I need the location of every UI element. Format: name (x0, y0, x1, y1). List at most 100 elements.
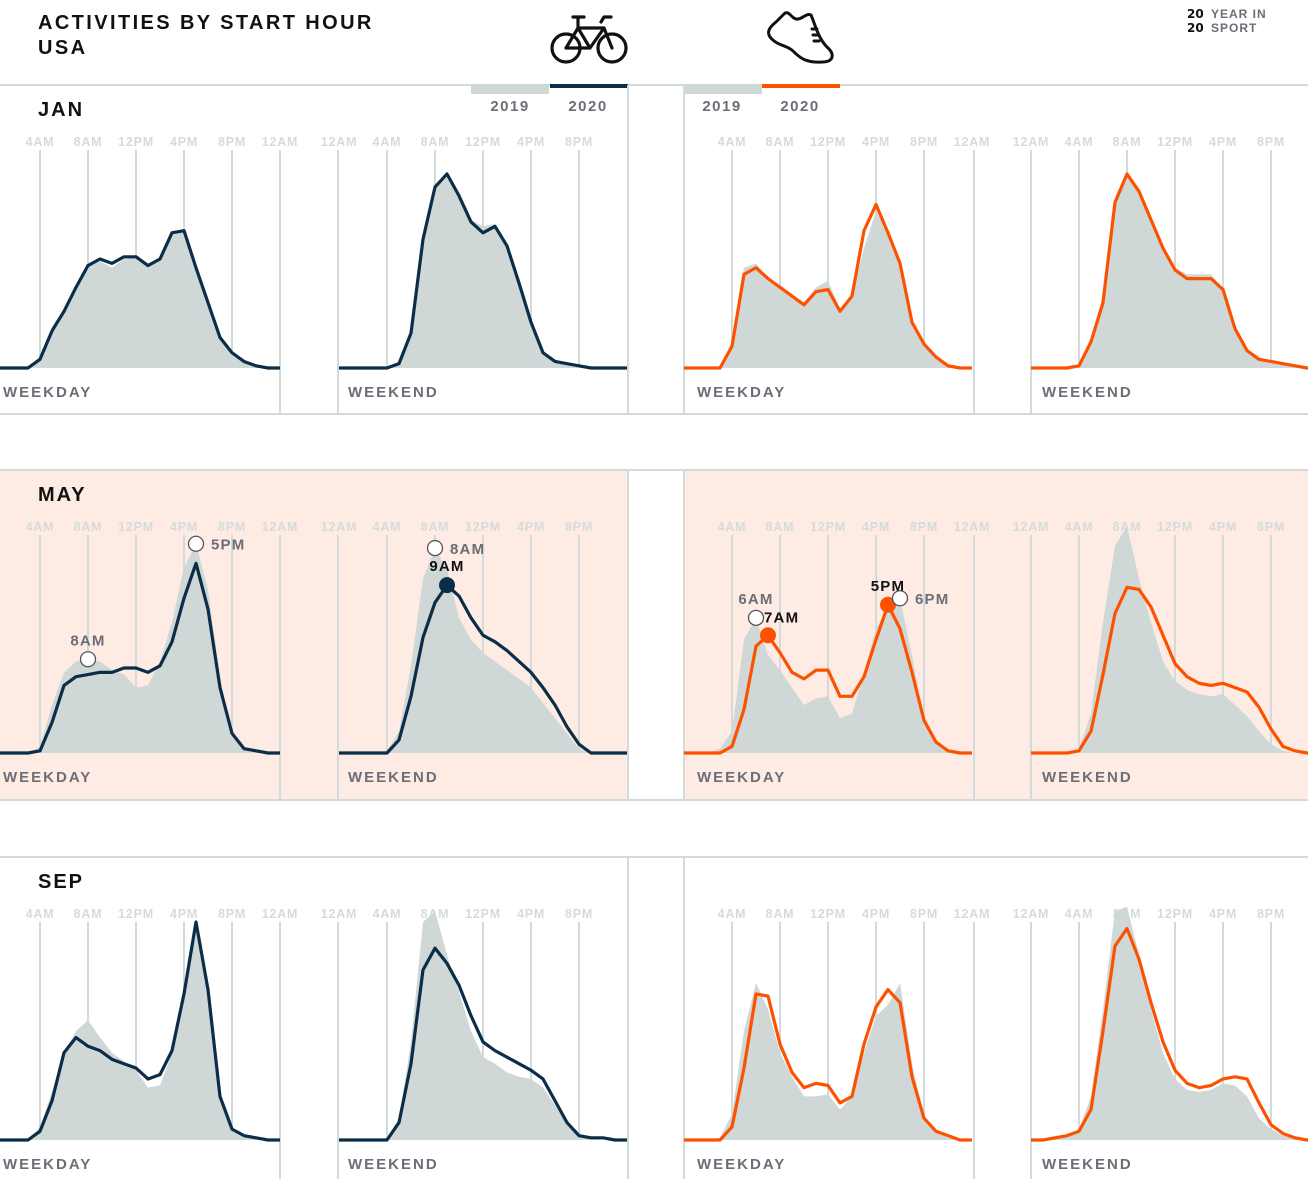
tick-label: 8PM (565, 907, 593, 921)
peak-label: 5PM (211, 537, 245, 554)
tick-label: 12PM (1157, 135, 1193, 149)
tick-label: 12AM (321, 907, 358, 921)
month-row-may: MAY 4AM 8AM 12PM 4PM 8PM 12AM WEEKDAY 8AM 5PM 12AM… (0, 469, 1308, 801)
tick-label: 8PM (1257, 135, 1285, 149)
tick-label: 12PM (1157, 907, 1193, 921)
area-2019 (0, 926, 280, 1140)
tick-label: 12AM (954, 907, 991, 921)
legend-run-2019-label: 2019 (702, 98, 741, 115)
tick-label: 4PM (862, 907, 890, 921)
tick-label: 4PM (517, 135, 545, 149)
day-type-label: WEEKEND (348, 769, 439, 786)
tick-label: 8PM (1257, 907, 1285, 921)
tick-label: 12PM (1157, 520, 1193, 534)
tick-label: 8PM (565, 520, 593, 534)
area-2019 (0, 230, 280, 368)
tick-label: 8PM (910, 520, 938, 534)
tick-label: 4PM (170, 135, 198, 149)
tick-label: 8PM (910, 135, 938, 149)
peak-label: 5PM (871, 578, 905, 595)
day-type-label: WEEKDAY (3, 769, 92, 786)
tick-label: 12PM (118, 520, 154, 534)
peak-label: 6AM (738, 591, 773, 608)
tick-label: 4PM (517, 907, 545, 921)
legend: 2019 2020 2019 2020 (471, 84, 840, 115)
day-type-label: WEEKDAY (697, 384, 786, 401)
panel-ride-weekday: 4AM 8AM 12PM 4PM 8PM 12AM WEEKDAY (0, 135, 297, 401)
area-2019 (0, 543, 280, 753)
brand-logo: 20 YEAR IN 20 SPORT (1187, 7, 1267, 35)
legend-run-2020-label: 2020 (780, 98, 819, 115)
brand-text-1: YEAR IN (1211, 7, 1267, 21)
day-type-label: WEEKEND (348, 1156, 439, 1173)
day-type-label: WEEKEND (1042, 384, 1133, 401)
legend-ride-2020-swatch (550, 84, 628, 88)
peak-marker-2019 (79, 651, 97, 668)
tick-label: 12AM (1013, 907, 1050, 921)
tick-label: 4AM (373, 907, 402, 921)
peak-label: 6PM (915, 591, 949, 608)
day-type-label: WEEKDAY (3, 384, 92, 401)
day-type-label: WEEKDAY (697, 769, 786, 786)
tick-label: 12AM (954, 520, 991, 534)
tick-label: 12AM (321, 520, 358, 534)
tick-label: 8AM (74, 520, 103, 534)
panel-ride-weekend: 12AM 4AM 8AM 12PM 4PM 8PM WEEKEND (321, 135, 627, 401)
area-2019 (339, 911, 627, 1140)
tick-label: 4PM (1209, 520, 1237, 534)
area-2019 (684, 598, 972, 753)
running-shoe-icon (767, 11, 834, 64)
tick-label: 8AM (766, 135, 795, 149)
legend-run-2020-swatch (762, 84, 840, 88)
tick-label: 8PM (218, 907, 246, 921)
day-type-label: WEEKEND (1042, 1156, 1133, 1173)
tick-label: 8AM (766, 907, 795, 921)
legend-ride-2020-label: 2020 (568, 98, 607, 115)
tick-label: 4AM (1065, 907, 1094, 921)
brand-num-1: 20 (1187, 7, 1204, 21)
tick-label: 8AM (74, 907, 103, 921)
tick-label: 4AM (373, 135, 402, 149)
tick-label: 12PM (465, 520, 501, 534)
tick-label: 12AM (954, 135, 991, 149)
tick-label: 8PM (218, 520, 246, 534)
area-2019 (1031, 526, 1308, 753)
tick-label: 8AM (74, 135, 103, 149)
panel-ride-weekday: 4AM 8AM 12PM 4PM 8PM 12AM WEEKDAY 8AM 5PM (0, 520, 297, 786)
tick-label: 8PM (1257, 520, 1285, 534)
month-row-sep: SEP 4AM 8AM 12PM 4PM 8PM 12AM WEEKDAY 12AM 4AM 8AM… (0, 856, 1308, 1179)
tick-label: 8AM (421, 520, 450, 534)
tick-label: 4AM (718, 907, 747, 921)
month-label: SEP (38, 871, 84, 893)
area-2019 (684, 983, 972, 1140)
tick-label: 4AM (373, 520, 402, 534)
brand-text-2: SPORT (1211, 21, 1257, 35)
peak-label: 8AM (450, 541, 485, 558)
tick-label: 4AM (26, 520, 55, 534)
day-type-label: WEEKEND (348, 384, 439, 401)
day-type-label: WEEKEND (1042, 769, 1133, 786)
tick-label: 4AM (1065, 520, 1094, 534)
tick-label: 4PM (1209, 907, 1237, 921)
area-2019 (339, 176, 627, 368)
tick-label: 12AM (321, 135, 358, 149)
tick-label: 12PM (810, 520, 846, 534)
legend-ride-2019-swatch (471, 84, 549, 94)
tick-label: 8PM (565, 135, 593, 149)
tick-label: 4PM (1209, 135, 1237, 149)
peak-marker-2019 (891, 590, 909, 607)
peak-marker-2020 (439, 577, 455, 594)
tick-label: 4AM (718, 135, 747, 149)
brand-num-2: 20 (1187, 21, 1204, 35)
tick-label: 8PM (218, 135, 246, 149)
page-title: ACTIVITIES BY START HOUR (38, 12, 374, 34)
panel-ride-weekday: 4AM 8AM 12PM 4PM 8PM 12AM WEEKDAY (0, 907, 297, 1173)
area-2019 (1031, 906, 1308, 1140)
bicycle-icon (550, 15, 628, 64)
tick-label: 12PM (118, 907, 154, 921)
month-label: JAN (38, 99, 84, 121)
peak-marker-2019 (747, 609, 765, 626)
